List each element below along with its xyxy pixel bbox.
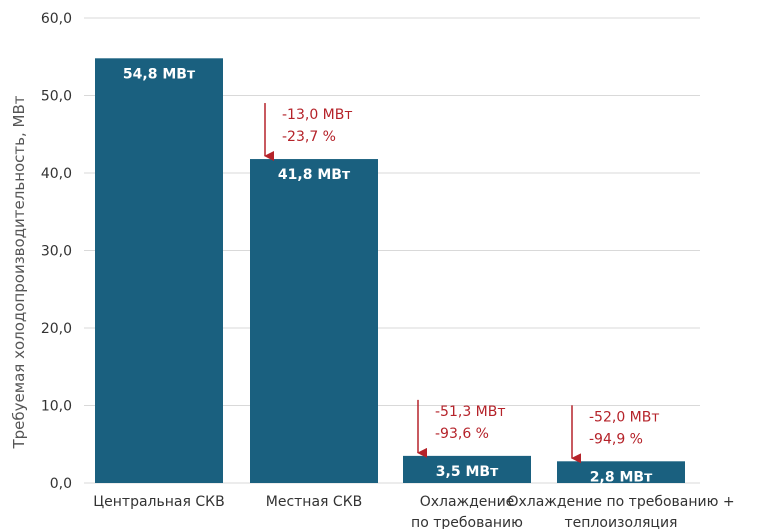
y-tick-label: 60,0 bbox=[41, 11, 72, 27]
y-axis-label: Требуемая холодопроизводительность, МВт bbox=[10, 95, 28, 449]
x-tick-label: Охлаждение по требованию + bbox=[507, 494, 734, 510]
bar-value-label: 41,8 МВт bbox=[278, 167, 351, 183]
change-annotation-text: -52,0 МВт bbox=[589, 409, 660, 425]
y-tick-label: 10,0 bbox=[41, 399, 72, 415]
x-axis-categories: Центральная СКВ Местная СКВ Охлаждение по т… bbox=[93, 494, 734, 529]
x-tick-label: Центральная СКВ bbox=[93, 494, 224, 510]
y-tick-label: 0,0 bbox=[50, 476, 72, 492]
y-tick-label: 40,0 bbox=[41, 166, 72, 182]
bar-value-label: 3,5 МВт bbox=[436, 464, 499, 480]
change-annotation-text: -94,9 % bbox=[589, 431, 643, 447]
x-tick-label: по требованию bbox=[411, 515, 523, 529]
bar bbox=[403, 455, 531, 483]
bar-value-labels: 54,8 МВт 41,8 МВт 3,5 МВт 2,8 МВт bbox=[123, 66, 653, 485]
change-annotation-text: -23,7 % bbox=[282, 129, 336, 145]
y-axis-ticks: 0,0 10,0 20,0 30,0 40,0 50,0 60,0 bbox=[41, 11, 72, 492]
bar bbox=[250, 159, 378, 484]
change-annotation-text: -51,3 МВт bbox=[435, 404, 506, 420]
y-tick-label: 30,0 bbox=[41, 244, 72, 260]
bar bbox=[557, 461, 685, 483]
bar-value-label: 54,8 МВт bbox=[123, 66, 196, 82]
bars bbox=[95, 58, 685, 484]
change-annotation-text: -93,6 % bbox=[435, 426, 489, 442]
x-tick-label: Местная СКВ bbox=[266, 494, 362, 510]
y-tick-label: 20,0 bbox=[41, 321, 72, 337]
x-tick-label: Охлаждение bbox=[420, 494, 515, 510]
bar bbox=[95, 58, 223, 484]
x-tick-label: теплоизоляция bbox=[565, 515, 678, 529]
change-annotations: -13,0 МВт -23,7 % -51,3 МВт -93,6 % -52,0 МВ… bbox=[264, 103, 660, 464]
y-tick-label: 50,0 bbox=[41, 89, 72, 105]
bar-value-label: 2,8 МВт bbox=[590, 469, 653, 485]
change-annotation-text: -13,0 МВт bbox=[282, 107, 353, 123]
